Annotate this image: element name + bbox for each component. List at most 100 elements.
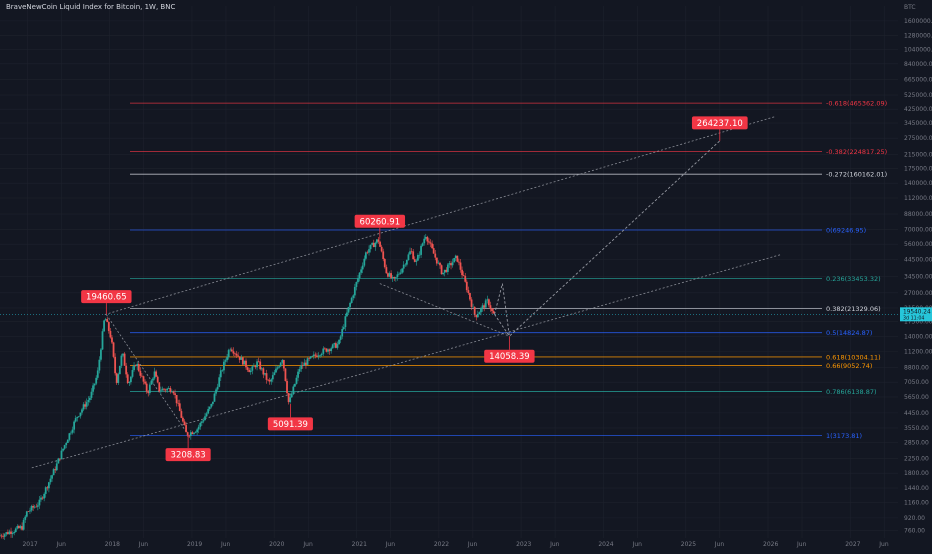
candle-body	[95, 377, 98, 384]
candle-body	[391, 277, 394, 279]
candle-body	[372, 242, 375, 248]
candle-body	[275, 368, 277, 373]
y-tick-label: 140000.00	[904, 180, 932, 187]
candle-body	[341, 329, 344, 337]
candle-body	[35, 506, 38, 508]
y-tick-label: 1600000.00	[904, 18, 932, 25]
candle-body	[410, 251, 413, 252]
candle-body	[0, 535, 1, 537]
callout-label: 5091.39	[273, 420, 308, 430]
candle-body	[388, 273, 391, 277]
candle-body	[434, 253, 437, 258]
candle-body	[319, 355, 322, 356]
candle-body	[311, 355, 314, 357]
candle-body	[327, 349, 329, 352]
candle-body	[454, 255, 457, 259]
candle-body	[44, 487, 47, 494]
callout-label: 264237.10	[697, 119, 743, 129]
candle-body	[338, 339, 340, 345]
candle-body	[112, 342, 115, 357]
candle-body	[398, 273, 400, 275]
fibonacci-levels[interactable]: -0.618(465362.09) -0.382(224817.25) -0.272…	[130, 100, 887, 440]
y-tick-label: 5650.00	[904, 394, 929, 401]
projection-lines[interactable]	[494, 140, 721, 338]
candle-body	[424, 236, 427, 239]
candle-body	[98, 359, 101, 371]
candle-body	[328, 349, 331, 352]
y-tick-label: 17500.00	[904, 319, 932, 326]
candle-body	[29, 510, 31, 512]
fib-level-label: 0.236(33453.32)	[826, 275, 881, 283]
price-callouts: 19460.65 3208.83 5091.39 60260.91 14058.39 26…	[81, 116, 748, 462]
candle-body	[401, 268, 404, 273]
candle-body	[268, 380, 271, 382]
y-tick-label: 7050.00	[904, 379, 929, 386]
y-tick-label: 14000.00	[904, 334, 932, 341]
y-axis-unit: BTC	[904, 4, 916, 11]
candle-body	[55, 463, 58, 471]
candle-body	[320, 353, 323, 356]
x-axis[interactable]: 2017 Jun 2018 Jun 2019 Jun 2020 Jun 2021 Jun 2022 J…	[22, 541, 888, 548]
candle-body	[200, 421, 203, 423]
candle-body	[316, 355, 318, 357]
candle-body	[459, 262, 462, 270]
fib-level-label: 0(69246.95)	[826, 227, 866, 235]
candle-body	[161, 388, 164, 391]
candlestick-series	[0, 233, 495, 540]
y-axis[interactable]: BTC 1600000.00 1280000.00 1040000.00 840000.…	[0, 4, 932, 535]
candle-body	[308, 358, 310, 359]
candle-body	[156, 376, 159, 383]
candle-body	[371, 242, 374, 245]
candle-body	[22, 519, 25, 530]
y-tick-label: 1040000.00	[904, 47, 932, 54]
candle-body	[139, 370, 142, 376]
candle-body	[178, 403, 181, 412]
trend-lines[interactable]	[31, 116, 782, 469]
candle-body	[208, 406, 211, 410]
candle-body	[393, 277, 396, 279]
chart-title: BraveNewCoin Liquid Index for Bitcoin, 1…	[6, 3, 176, 11]
candle-body	[191, 432, 194, 435]
candle-body	[74, 418, 77, 422]
candle-body	[278, 366, 281, 368]
candle-body	[107, 322, 110, 331]
candle-body	[465, 281, 468, 291]
candle-body	[66, 439, 69, 443]
candle-body	[301, 365, 304, 366]
candle-body	[344, 316, 347, 328]
candle-body	[286, 380, 288, 394]
candle-body	[260, 368, 263, 370]
candle-body	[279, 362, 282, 367]
candle-body	[85, 402, 88, 407]
candle-body	[238, 356, 241, 360]
candle-body	[158, 382, 161, 392]
candle-body	[339, 336, 342, 340]
y-tick-label: 11200.00	[904, 348, 932, 355]
candle-body	[59, 458, 61, 460]
candle-body	[271, 375, 274, 380]
candle-body	[246, 367, 249, 370]
projection-path	[494, 140, 721, 338]
y-tick-label: 215000.00	[904, 152, 932, 159]
candle-body	[431, 243, 434, 249]
candle-body	[448, 263, 451, 265]
candle-body	[407, 254, 410, 260]
candle-body	[366, 252, 369, 254]
candle-body	[254, 365, 257, 368]
candle-body	[224, 360, 227, 362]
candle-body	[0, 535, 3, 537]
candle-body	[125, 365, 128, 375]
fib-level-label: 1(3173.81)	[826, 432, 862, 440]
y-tick-label: 70000.00	[904, 226, 932, 233]
candle-body	[456, 255, 459, 262]
candle-body	[14, 528, 17, 533]
candle-body	[169, 388, 172, 392]
candle-body	[51, 475, 53, 479]
candle-body	[65, 442, 68, 446]
candle-body	[352, 295, 355, 298]
candle-body	[38, 499, 41, 506]
candle-body	[70, 432, 72, 434]
candle-body	[213, 393, 216, 402]
candle-body	[175, 394, 178, 404]
